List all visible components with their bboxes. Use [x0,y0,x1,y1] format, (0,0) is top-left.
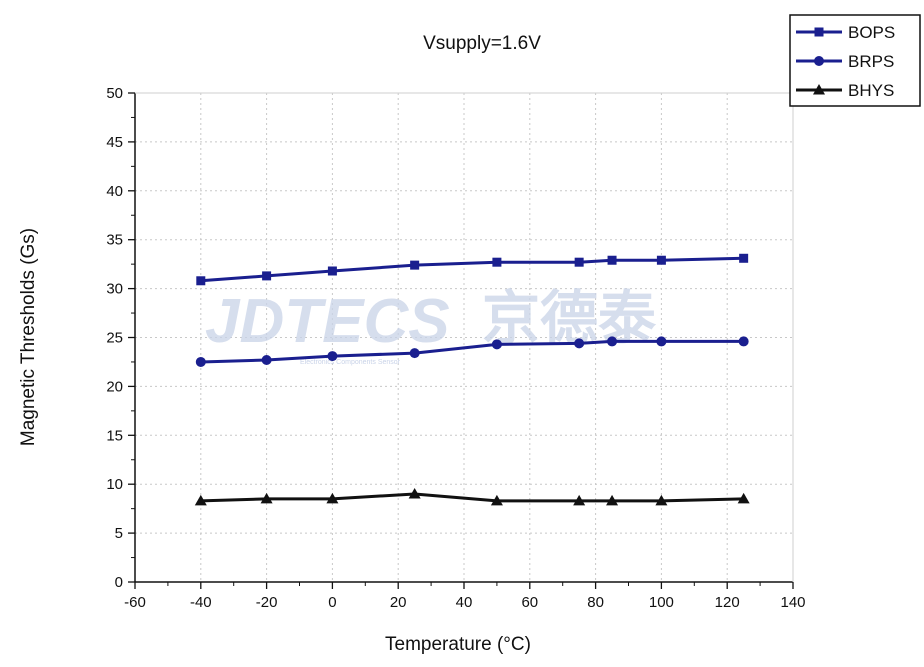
watermark-logo: JDTECS 京德泰 Electronics Components Sensor [205,284,657,366]
data-point-bops [574,257,584,267]
legend-label-brps: BRPS [848,52,894,71]
data-point-bops [656,255,666,265]
y-tick-label: 10 [106,476,123,493]
x-tick-label: -60 [124,594,146,611]
data-point-bhys [606,494,619,506]
data-point-bops [327,266,337,276]
x-tick-label: 0 [328,594,336,611]
y-tick-label: 50 [106,85,123,102]
y-tick-label: 20 [106,378,123,395]
data-point-bhys [408,487,421,499]
data-point-brps [195,356,206,367]
y-tick-label: 45 [106,134,123,151]
chart-title: Vsupply=1.6V [423,33,541,54]
data-point-brps [738,336,749,347]
y-tick-label: 15 [106,427,123,444]
data-point-brps [327,351,338,362]
x-tick-label: 60 [521,594,538,611]
x-tick-label: 20 [390,594,407,611]
series-bops [196,253,749,286]
data-point-brps [574,338,585,349]
x-tick-label: 120 [715,594,740,611]
data-point-bops [410,260,420,270]
y-tick-label: 40 [106,183,123,200]
data-point-bops [262,271,272,281]
y-tick-label: 0 [115,574,123,591]
data-point-bops [607,255,617,265]
data-point-bhys [655,494,668,506]
legend-item-bops: BOPS [796,23,895,42]
legend-label-bhys: BHYS [848,81,894,100]
data-point-bhys [490,494,503,506]
data-point-brps [261,354,272,365]
y-tick-label: 25 [106,330,123,347]
data-point-bhys [573,494,586,506]
series-layer [194,253,750,506]
series-bhys [194,487,750,506]
legend-marker-brps [814,56,824,66]
watermark-text: JDTECS [205,287,450,356]
data-point-bhys [326,492,339,504]
data-point-bops [739,253,749,263]
legend-marker-bhys [813,84,825,95]
watermark-tagline: Electronics Components Sensor [300,359,401,366]
data-point-brps [607,336,618,347]
y-tick-label: 35 [106,232,123,249]
legend-label-bops: BOPS [848,23,895,42]
legend-marker-bops [814,27,824,37]
data-point-brps [656,336,667,347]
legend-item-brps: BRPS [796,52,894,71]
data-point-bhys [194,494,207,506]
y-tick-label: 5 [115,525,123,542]
axes: -60 -40 -20 0 20 40 60 80 100 120 140 0 5 10 15 20 25 30 3… [106,85,805,611]
data-point-bops [196,276,206,286]
series-brps [195,336,749,367]
data-point-brps [409,348,420,359]
y-axis-title: Magnetic Thresholds (Gs) [18,228,39,446]
data-point-brps [491,339,502,350]
x-tick-label: 100 [649,594,674,611]
x-tick-label: -20 [256,594,278,611]
data-point-bops [492,257,502,267]
data-point-bhys [737,492,750,504]
x-tick-label: -40 [190,594,212,611]
x-tick-label: 80 [587,594,604,611]
data-point-bhys [260,492,273,504]
x-axis-title: Temperature (°C) [385,634,531,655]
legend: BOPS BRPS BHYS [789,14,921,107]
legend-item-bhys: BHYS [796,81,894,100]
x-tick-label: 40 [456,594,473,611]
y-tick-label: 30 [106,281,123,298]
x-tick-label: 140 [780,594,805,611]
